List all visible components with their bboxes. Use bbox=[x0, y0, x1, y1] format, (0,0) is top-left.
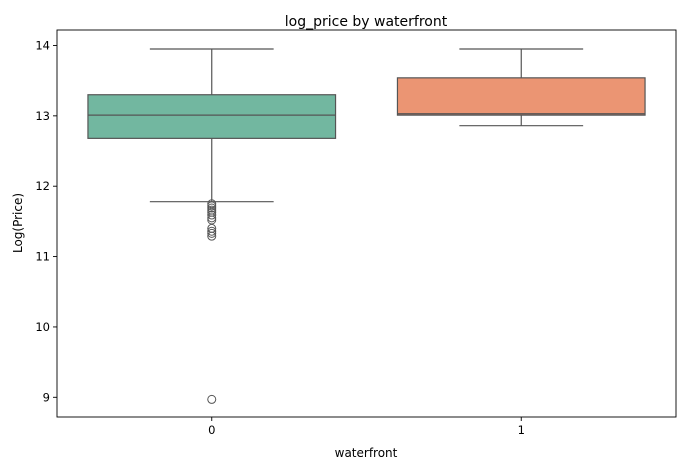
outlier-point bbox=[207, 203, 217, 213]
chart-title: log_price by waterfront bbox=[285, 14, 448, 30]
outlier-point bbox=[207, 226, 217, 236]
y-axis-label: Log(Price) bbox=[11, 193, 25, 253]
iqr-box bbox=[87, 94, 337, 139]
y-axis: 9 10 11 12 13 14 bbox=[35, 38, 57, 404]
y-tick-label: 10 bbox=[35, 320, 50, 334]
iqr-box bbox=[396, 77, 646, 116]
x-axis-label: waterfront bbox=[335, 446, 398, 460]
box-group-1 bbox=[396, 48, 646, 127]
y-tick-label: 12 bbox=[35, 179, 50, 193]
y-tick-label: 14 bbox=[35, 38, 50, 52]
plot-frame bbox=[56, 29, 677, 418]
y-tick-label: 13 bbox=[35, 109, 50, 123]
outlier-point bbox=[207, 213, 217, 223]
x-tick-label: 1 bbox=[518, 423, 525, 437]
outlier-point bbox=[207, 201, 217, 211]
x-tick-label: 0 bbox=[208, 423, 215, 437]
plot-marks bbox=[87, 48, 646, 404]
y-tick-label: 11 bbox=[35, 250, 50, 264]
outlier-point bbox=[207, 394, 217, 404]
outlier-point bbox=[207, 228, 217, 238]
box-group-0 bbox=[87, 48, 337, 404]
outlier-point bbox=[207, 210, 217, 220]
outlier-point bbox=[207, 231, 217, 241]
y-tick-label: 9 bbox=[43, 390, 50, 404]
